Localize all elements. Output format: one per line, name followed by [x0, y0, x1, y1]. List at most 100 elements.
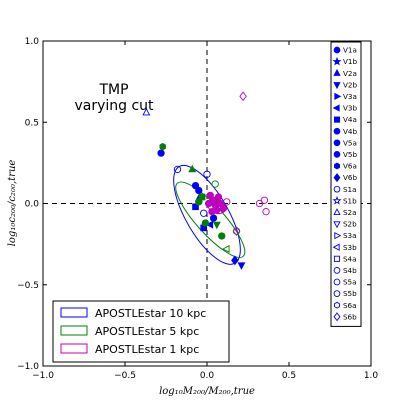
- data-point-21: [218, 232, 226, 240]
- x-tick-label: −0.5: [114, 371, 136, 381]
- marker-legend-label: S1a: [343, 185, 357, 194]
- data-point-1: [239, 91, 247, 102]
- data-point-19: [201, 219, 210, 227]
- marker-legend-symbol: [332, 56, 342, 66]
- data-point-14: [200, 209, 208, 217]
- data-point-31: [208, 207, 216, 216]
- data-point-20: [212, 221, 221, 230]
- ellipse-legend: APOSTLEstar 10 kpc APOSTLEstar 5 kpc APOST…: [52, 300, 230, 363]
- marker-legend-symbol: [333, 290, 341, 297]
- marker-legend-label: S3b: [343, 243, 357, 252]
- marker-legend-symbol: [333, 255, 341, 262]
- marker-legend-label: V2a: [343, 69, 357, 78]
- marker-legend-symbol: [333, 208, 341, 216]
- marker-legend-label: V1b: [343, 57, 357, 66]
- marker-legend-label: S3a: [343, 231, 357, 240]
- marker-legend-symbol: [333, 46, 341, 54]
- marker-legend-label: V3b: [343, 104, 357, 113]
- marker-legend-label: V4a: [343, 115, 357, 124]
- x-tick-label: 0.0: [200, 371, 215, 381]
- marker-legend-symbol: [333, 139, 341, 147]
- data-point-32: [219, 204, 228, 213]
- y-tick-label: −1.0: [17, 362, 39, 372]
- y-tick-label: 0.0: [25, 200, 40, 210]
- data-point-6: [195, 186, 203, 195]
- y-tick-label: −0.5: [17, 281, 39, 291]
- marker-legend-label: S4b: [343, 266, 357, 275]
- marker-legend-label: S5a: [343, 278, 357, 287]
- legend-box: [52, 300, 230, 363]
- marker-legend-symbol: [332, 243, 340, 251]
- marker-legend-label: S2a: [343, 208, 357, 217]
- marker-legend: V1a V1b V2a V2b V3a V3b V4a V4b V5a V5b V6a V6b S1a S…: [330, 41, 362, 327]
- legend-label: APOSTLEstar 5 kpc: [95, 325, 199, 338]
- data-point-17: [211, 180, 219, 188]
- marker-legend-symbol: [334, 162, 340, 170]
- marker-legend-symbol: [333, 267, 341, 274]
- marker-legend-label: S6b: [343, 312, 357, 321]
- data-point-37: [255, 199, 264, 208]
- marker-legend-label: V6a: [343, 162, 357, 171]
- data-point-8: [192, 203, 199, 211]
- data-point-4: [203, 170, 211, 178]
- marker-legend-symbol: [333, 185, 341, 193]
- data-point-26: [206, 191, 214, 200]
- legend-label: APOSTLEstar 10 kpc: [95, 307, 206, 320]
- legend-swatch: [60, 325, 88, 336]
- y-tick-label: 0.5: [25, 118, 39, 128]
- chart-annotation: TMP varying cut: [74, 82, 154, 114]
- y-axis-label: log₁₀c₂₀₀/c₂₀₀,true: [7, 160, 18, 247]
- marker-legend-symbol: [332, 104, 340, 112]
- data-point-11: [209, 214, 218, 222]
- marker-legend-label: V3a: [343, 92, 357, 101]
- data-point-30: [216, 199, 224, 208]
- data-point-3: [173, 165, 182, 174]
- marker-legend-symbol: [333, 68, 341, 76]
- annotation-line-1: TMP: [98, 82, 128, 98]
- marker-legend-label: V5a: [343, 138, 357, 147]
- marker-legend-symbol: [333, 173, 341, 183]
- data-point-22: [222, 245, 230, 253]
- data-point-0: [142, 107, 151, 116]
- marker-legend-label: S4a: [343, 254, 357, 263]
- marker-legend-symbol: [333, 221, 341, 229]
- data-point-36: [260, 196, 269, 204]
- marker-legend-symbol: [334, 92, 342, 101]
- data-point-12: [231, 255, 239, 266]
- marker-legend-symbol: [333, 312, 341, 322]
- data-point-5: [191, 181, 200, 190]
- marker-legend-label: S2b: [343, 220, 357, 229]
- marker-legend-symbol: [334, 231, 342, 240]
- marker-legend-symbol: [333, 127, 341, 135]
- data-point-33: [214, 193, 223, 201]
- data-points: [142, 91, 270, 270]
- marker-legend-label: S1b: [343, 196, 357, 205]
- x-tick-label: 1.0: [364, 371, 379, 381]
- x-tick-label: 0.5: [282, 371, 296, 381]
- data-point-16: [188, 164, 197, 173]
- data-point-39: [232, 226, 241, 237]
- marker-legend-label: V1a: [343, 46, 357, 55]
- marker-legend-label: V2b: [343, 80, 357, 89]
- data-point-2: [157, 149, 165, 157]
- marker-legend-symbol: [334, 301, 340, 309]
- x-tick-label: −1.0: [32, 371, 54, 381]
- x-axis-label: log₁₀M₂₀₀/M₂₀₀,true: [159, 386, 255, 397]
- data-point-38: [262, 207, 270, 216]
- marker-legend-label: S5b: [343, 289, 357, 298]
- data-point-34: [204, 199, 213, 208]
- data-point-25: [198, 193, 206, 201]
- legend-swatch: [60, 307, 88, 318]
- legend-label: APOSTLEstar 1 kpc: [95, 343, 199, 356]
- data-point-35: [223, 198, 231, 206]
- annotation-line-2: varying cut: [74, 98, 154, 114]
- marker-legend-symbol: [333, 278, 341, 286]
- legend-swatch: [60, 343, 88, 354]
- marker-legend-label: V6b: [343, 173, 357, 182]
- marker-legend-symbol: [333, 151, 341, 158]
- marker-legend-symbol: [333, 82, 341, 90]
- y-tick-label: 1.0: [25, 37, 40, 47]
- marker-legend-label: V4b: [343, 127, 357, 136]
- marker-legend-label: S6a: [343, 301, 357, 310]
